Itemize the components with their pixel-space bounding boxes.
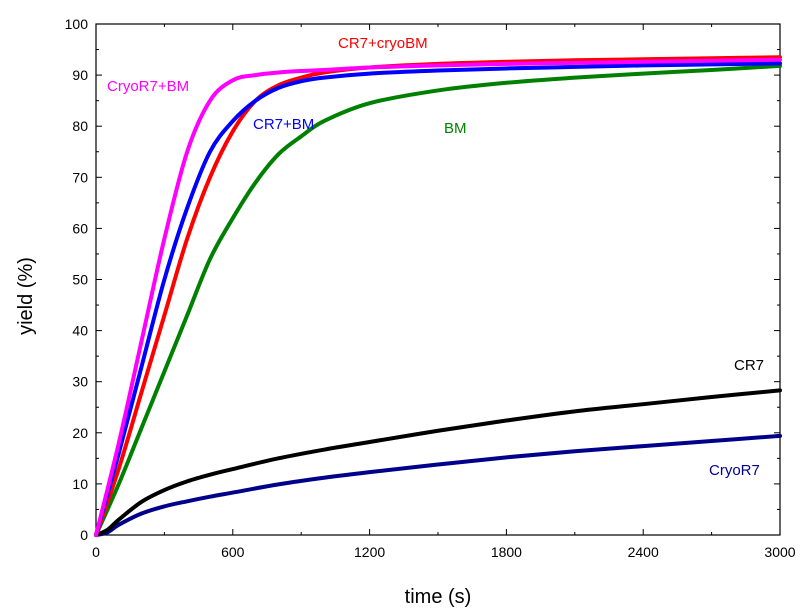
y-tick-label: 70 — [72, 169, 88, 185]
y-tick-label: 30 — [72, 374, 88, 390]
series-label-cr7-bm: CR7+BM — [253, 116, 314, 133]
y-tick-label: 100 — [65, 16, 89, 32]
y-tick-label: 0 — [80, 527, 88, 543]
series-label-cryor7-bm: CryoR7+BM — [107, 78, 189, 95]
series-line-cr7 — [94, 388, 782, 537]
y-axis-title: yield (%) — [15, 257, 37, 335]
series-labels: CR7+cryoBM CryoR7+BM CR7+BM BM CR7 CryoR7 — [107, 35, 764, 479]
x-tick-label: 600 — [221, 544, 245, 560]
y-tick-label: 60 — [72, 220, 88, 236]
series-label-cryor7: CryoR7 — [709, 462, 760, 479]
series-line-cr7-bm — [94, 61, 782, 537]
y-tick-label: 40 — [72, 323, 88, 339]
x-tick-label: 0 — [92, 544, 100, 560]
series-line-cr7-cryobm — [94, 55, 782, 537]
y-tick-label: 20 — [72, 425, 88, 441]
x-axis-title: time (s) — [405, 586, 472, 608]
series-label-bm: BM — [444, 120, 467, 137]
axis-ticks: 0 600 1200 1800 2400 3000 0 10 20 30 40 50 60 70 80 90 1… — [65, 16, 796, 560]
series-label-cr7: CR7 — [734, 357, 764, 374]
x-tick-label: 1200 — [354, 544, 385, 560]
series-line-cryor7-bm — [94, 57, 782, 537]
x-tick-label: 1800 — [491, 544, 522, 560]
y-tick-label: 90 — [72, 67, 88, 83]
y-tick-label: 50 — [72, 272, 88, 288]
series-label-cr7-cryobm: CR7+cryoBM — [338, 35, 428, 52]
plot-frame — [95, 23, 781, 536]
series-line-bm — [94, 63, 782, 537]
x-tick-label: 3000 — [764, 544, 795, 560]
y-tick-label: 80 — [72, 118, 88, 134]
y-tick-label: 10 — [72, 476, 88, 492]
x-tick-label: 2400 — [628, 544, 659, 560]
series-line-cryor7 — [94, 433, 782, 537]
series-lines — [94, 55, 782, 537]
